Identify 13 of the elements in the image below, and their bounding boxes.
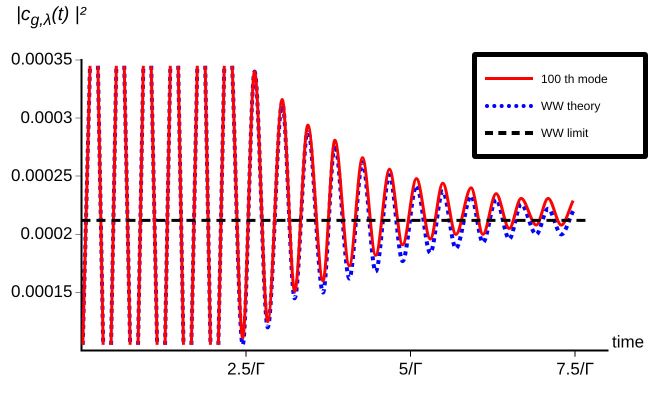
y-tick-label: 0.00015 xyxy=(11,282,72,302)
x-tick-label: 5/Γ xyxy=(398,359,422,378)
y-tick-label: 0.0003 xyxy=(20,108,72,127)
legend-label: WW limit xyxy=(541,126,588,140)
x-tick-label: 7.5/Γ xyxy=(556,359,594,378)
x-tick-label: 2.5/Γ xyxy=(227,359,265,378)
legend-label: 100 th mode xyxy=(541,72,608,86)
y-tick-label: 0.0002 xyxy=(20,224,72,244)
y-tick-label: 0.00025 xyxy=(11,166,72,185)
legend-label: WW theory xyxy=(541,98,600,112)
y-tick-label: 0.00035 xyxy=(11,50,72,69)
y-axis-title: |c$_{g,λ}$(t) |² xyxy=(16,4,86,30)
x-axis-title: time xyxy=(612,332,644,352)
